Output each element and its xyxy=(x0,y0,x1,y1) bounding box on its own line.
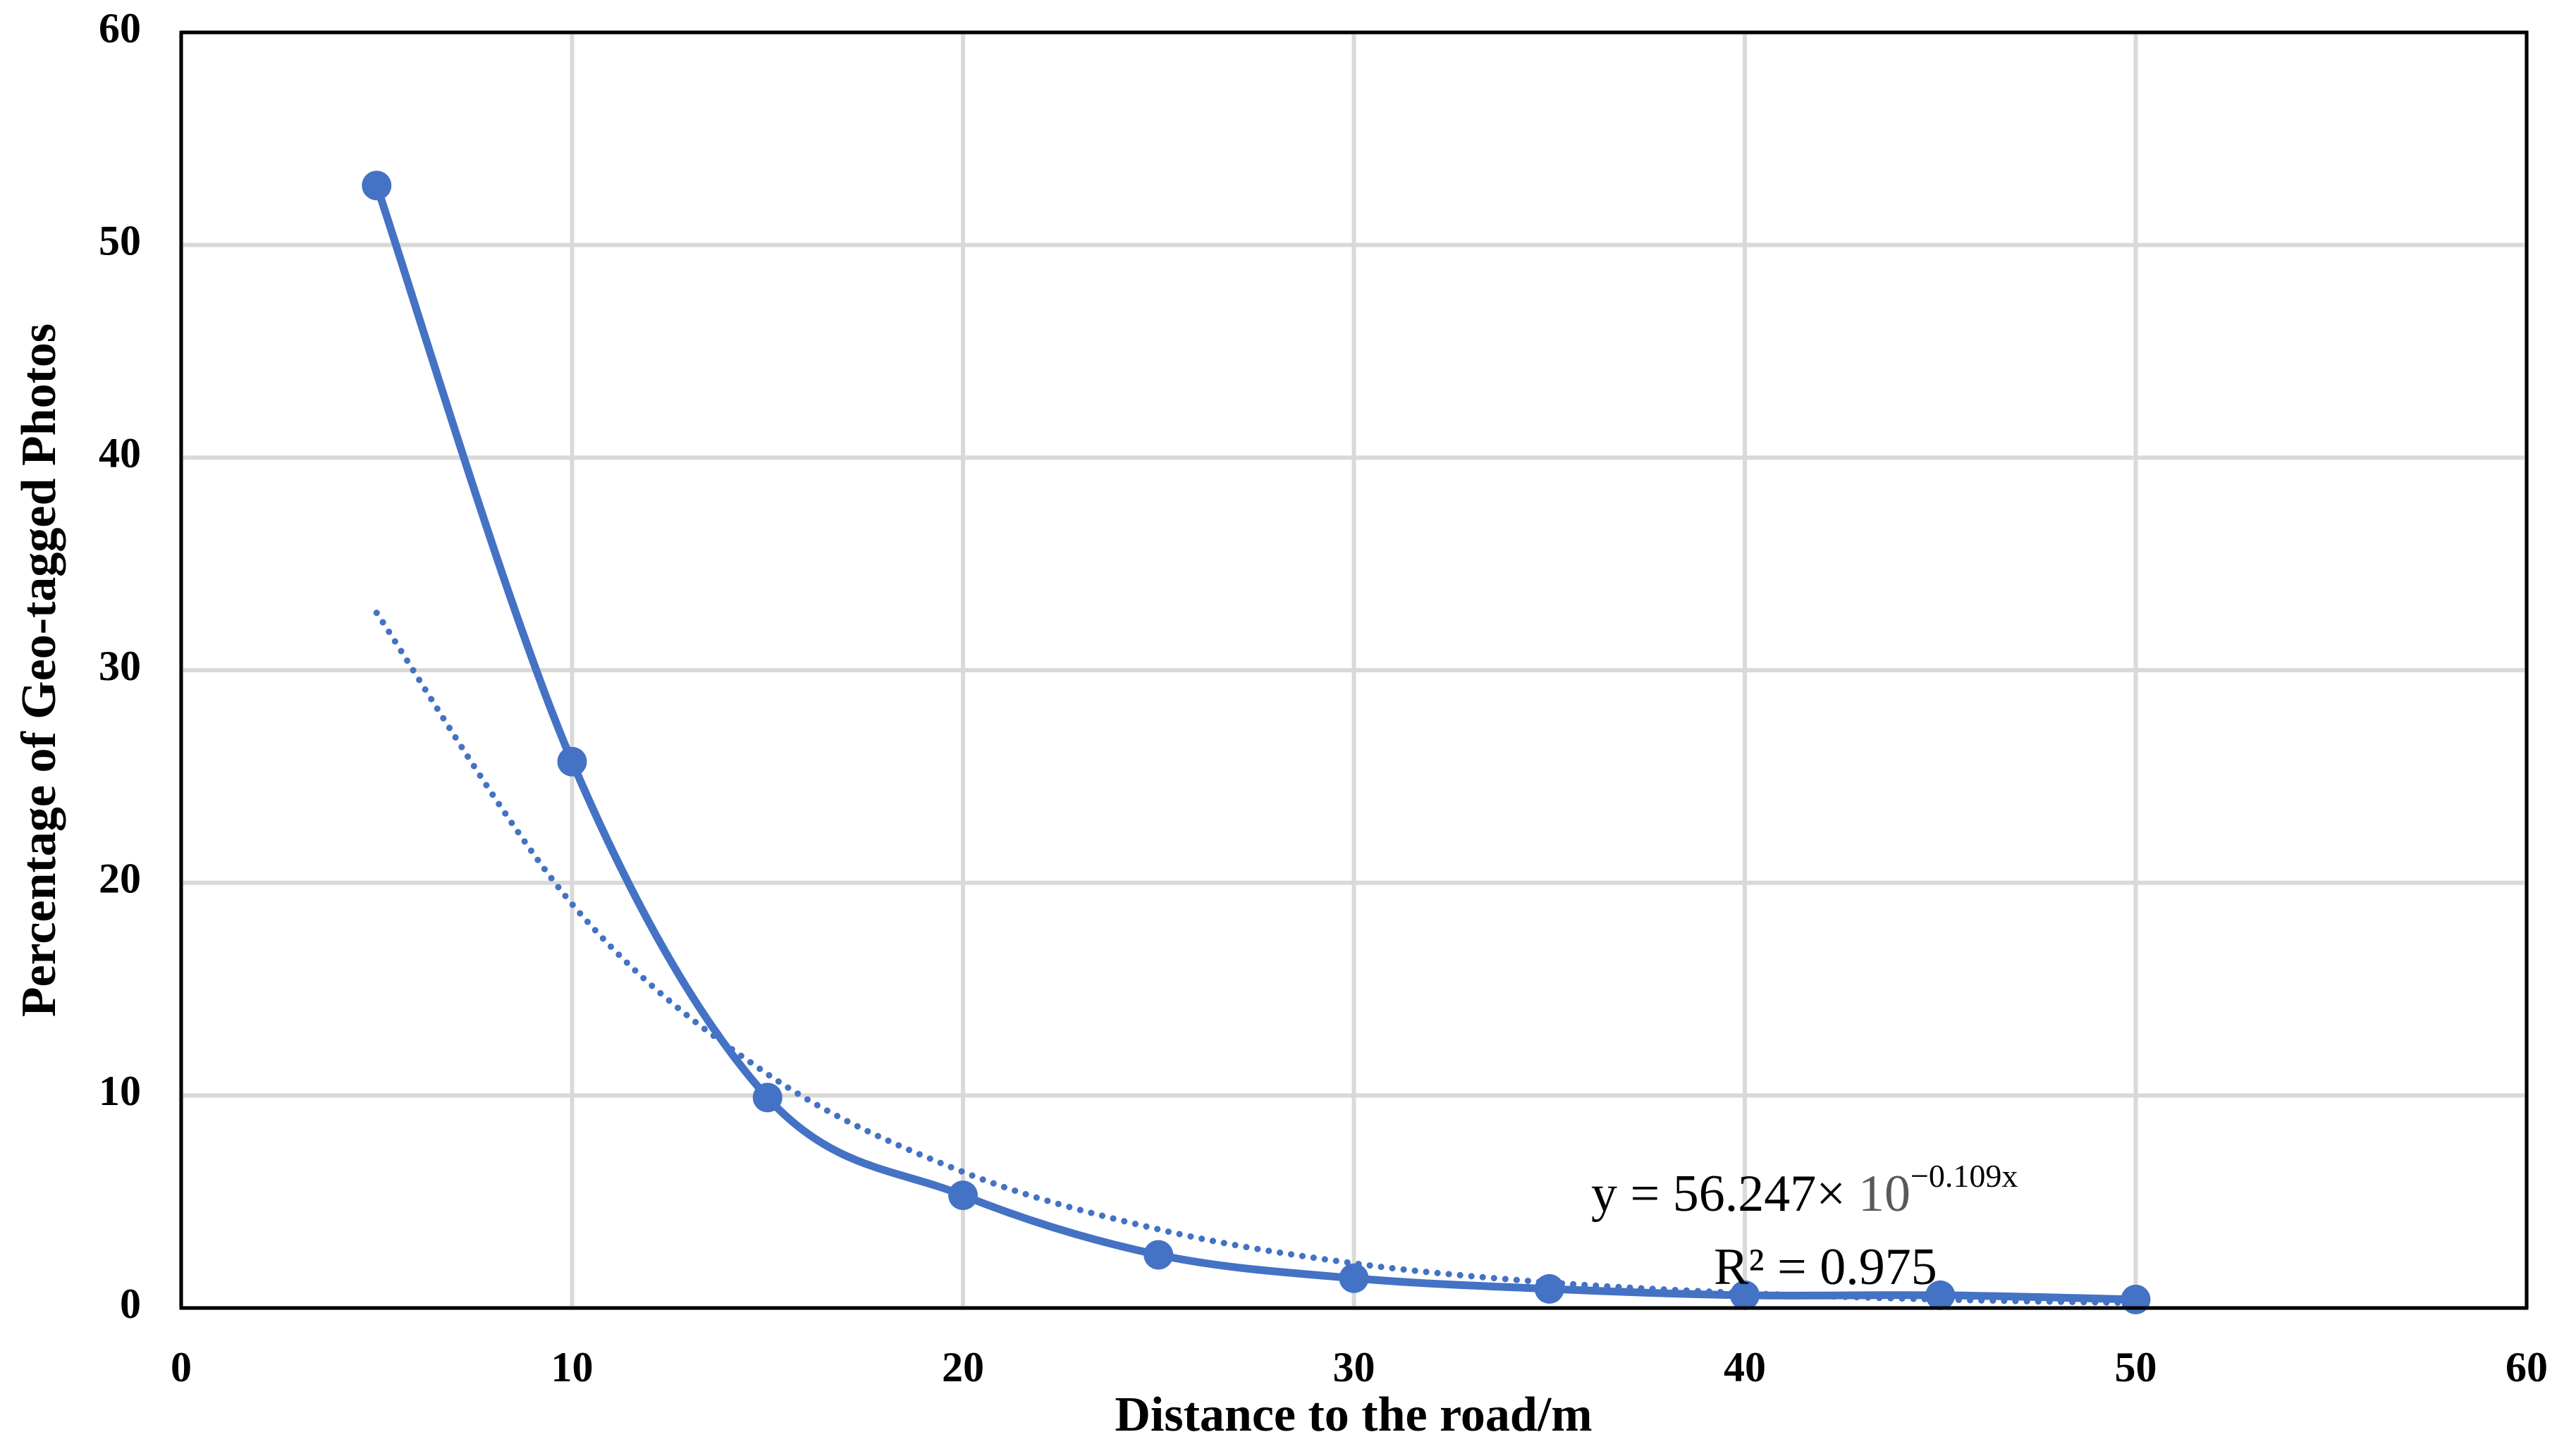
equation-base: y = 56.247× xyxy=(1591,1165,1846,1223)
x-tick-label: 40 xyxy=(1724,1344,1766,1390)
x-tick-label: 50 xyxy=(2115,1344,2157,1390)
data-point xyxy=(362,171,392,201)
r-squared: R² = 0.975 xyxy=(1714,1238,1937,1296)
equation-exponent: −0.109x xyxy=(1910,1158,2018,1194)
trend-equation: y = 56.247× 10−0.109x xyxy=(1591,1158,2018,1223)
y-tick-label: 50 xyxy=(99,217,141,264)
data-point xyxy=(557,746,587,777)
data-point xyxy=(2121,1284,2151,1314)
y-tick-label: 10 xyxy=(99,1068,141,1114)
data-point xyxy=(948,1180,978,1211)
data-point xyxy=(1339,1263,1369,1293)
x-axis-title: Distance to the road/m xyxy=(1115,1388,1592,1442)
y-tick-label: 20 xyxy=(99,855,141,901)
equation-ten: 10 xyxy=(1858,1165,1910,1223)
trend-line xyxy=(373,610,2139,1307)
x-tick-label: 30 xyxy=(1333,1344,1375,1390)
y-tick-label: 40 xyxy=(99,430,141,476)
x-tick-label: 60 xyxy=(2505,1344,2548,1390)
x-tick-label: 0 xyxy=(171,1344,192,1390)
x-tick-label: 20 xyxy=(942,1344,984,1390)
data-point xyxy=(1143,1240,1174,1270)
data-point xyxy=(1534,1273,1564,1304)
y-axis-title: Percentage of Geo-tagged Photos xyxy=(12,323,66,1017)
plot-frame xyxy=(179,30,2529,1310)
y-tick-label: 0 xyxy=(120,1281,141,1327)
data-point xyxy=(1925,1280,1956,1310)
data-point xyxy=(752,1082,783,1113)
data-point xyxy=(1730,1280,1760,1310)
plot xyxy=(362,171,2151,1314)
y-tick-label: 60 xyxy=(99,5,141,51)
y-tick-label: 30 xyxy=(99,643,141,689)
x-tick-label: 10 xyxy=(551,1344,594,1390)
